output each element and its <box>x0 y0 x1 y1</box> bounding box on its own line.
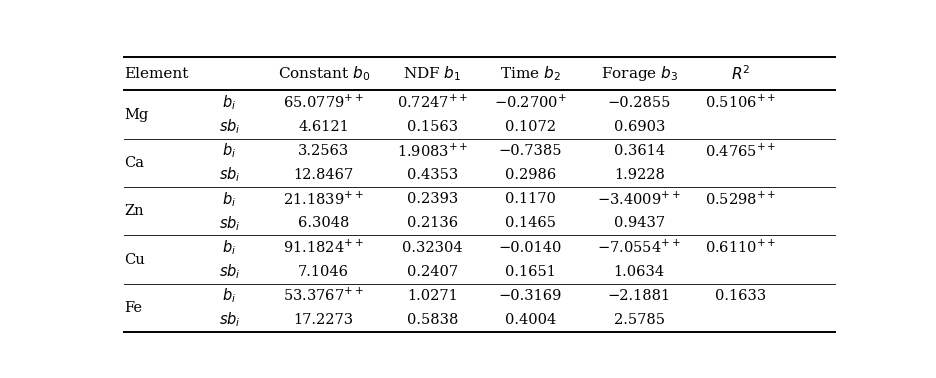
Text: 0.4353: 0.4353 <box>407 168 459 182</box>
Text: 1.0634: 1.0634 <box>614 265 665 279</box>
Text: $b_i$: $b_i$ <box>223 141 237 160</box>
Text: 0.1651: 0.1651 <box>505 265 556 279</box>
Text: 0.1170: 0.1170 <box>505 192 556 206</box>
Text: 0.1465: 0.1465 <box>505 216 556 230</box>
Text: 0.4765$^{++}$: 0.4765$^{++}$ <box>705 142 777 160</box>
Text: $b_i$: $b_i$ <box>223 238 237 257</box>
Text: 7.1046: 7.1046 <box>299 265 349 279</box>
Text: 17.2273: 17.2273 <box>294 313 354 327</box>
Text: Ca: Ca <box>124 156 144 170</box>
Text: 6.3048: 6.3048 <box>298 216 349 230</box>
Text: 2.5785: 2.5785 <box>614 313 665 327</box>
Text: 0.5106$^{++}$: 0.5106$^{++}$ <box>705 94 777 111</box>
Text: 12.8467: 12.8467 <box>294 168 354 182</box>
Text: 0.6110$^{++}$: 0.6110$^{++}$ <box>705 239 777 256</box>
Text: −0.7385: −0.7385 <box>499 144 563 158</box>
Text: Constant $b_0$: Constant $b_0$ <box>278 64 370 83</box>
Text: 0.4004: 0.4004 <box>505 313 556 327</box>
Text: NDF $b_1$: NDF $b_1$ <box>403 64 461 83</box>
Text: $sb_i$: $sb_i$ <box>219 117 241 136</box>
Text: Zn: Zn <box>124 204 144 218</box>
Text: Mg: Mg <box>124 108 149 122</box>
Text: 91.1824$^{++}$: 91.1824$^{++}$ <box>284 239 364 256</box>
Text: 0.32304: 0.32304 <box>402 240 463 254</box>
Text: Element: Element <box>124 67 189 81</box>
Text: $sb_i$: $sb_i$ <box>219 214 241 233</box>
Text: −2.1881: −2.1881 <box>607 289 671 303</box>
Text: 21.1839$^{++}$: 21.1839$^{++}$ <box>284 191 364 208</box>
Text: Cu: Cu <box>124 253 145 266</box>
Text: 0.7247$^{++}$: 0.7247$^{++}$ <box>397 94 468 111</box>
Text: 0.6903: 0.6903 <box>614 120 665 134</box>
Text: $b_i$: $b_i$ <box>223 287 237 305</box>
Text: 65.0779$^{++}$: 65.0779$^{++}$ <box>284 94 364 111</box>
Text: 4.6121: 4.6121 <box>299 120 349 134</box>
Text: 0.2393: 0.2393 <box>407 192 459 206</box>
Text: $R^2$: $R^2$ <box>731 64 751 83</box>
Text: 0.2136: 0.2136 <box>407 216 458 230</box>
Text: 0.5838: 0.5838 <box>407 313 459 327</box>
Text: −0.0140: −0.0140 <box>499 240 563 254</box>
Text: $b_i$: $b_i$ <box>223 93 237 112</box>
Text: 0.1633: 0.1633 <box>715 289 767 303</box>
Text: 1.9083$^{++}$: 1.9083$^{++}$ <box>397 142 468 160</box>
Text: 53.3767$^{++}$: 53.3767$^{++}$ <box>284 287 364 304</box>
Text: −0.2700$^{+}$: −0.2700$^{+}$ <box>494 94 567 111</box>
Text: 0.9437: 0.9437 <box>614 216 665 230</box>
Text: −0.3169: −0.3169 <box>499 289 563 303</box>
Text: $sb_i$: $sb_i$ <box>219 166 241 184</box>
Text: 3.2563: 3.2563 <box>298 144 349 158</box>
Text: 1.0271: 1.0271 <box>407 289 458 303</box>
Text: 0.3614: 0.3614 <box>614 144 665 158</box>
Text: 1.9228: 1.9228 <box>614 168 665 182</box>
Text: 0.1563: 0.1563 <box>407 120 458 134</box>
Text: −7.0554$^{++}$: −7.0554$^{++}$ <box>597 239 681 256</box>
Text: 0.5298$^{++}$: 0.5298$^{++}$ <box>705 191 777 208</box>
Text: $b_i$: $b_i$ <box>223 190 237 209</box>
Text: Fe: Fe <box>124 301 142 315</box>
Text: $sb_i$: $sb_i$ <box>219 262 241 281</box>
Text: −3.4009$^{++}$: −3.4009$^{++}$ <box>597 191 681 208</box>
Text: 0.2407: 0.2407 <box>407 265 458 279</box>
Text: Time $b_2$: Time $b_2$ <box>500 64 561 83</box>
Text: 0.2986: 0.2986 <box>505 168 556 182</box>
Text: −0.2855: −0.2855 <box>607 96 671 110</box>
Text: $sb_i$: $sb_i$ <box>219 311 241 329</box>
Text: 0.1072: 0.1072 <box>505 120 556 134</box>
Text: Forage $b_3$: Forage $b_3$ <box>601 64 678 83</box>
